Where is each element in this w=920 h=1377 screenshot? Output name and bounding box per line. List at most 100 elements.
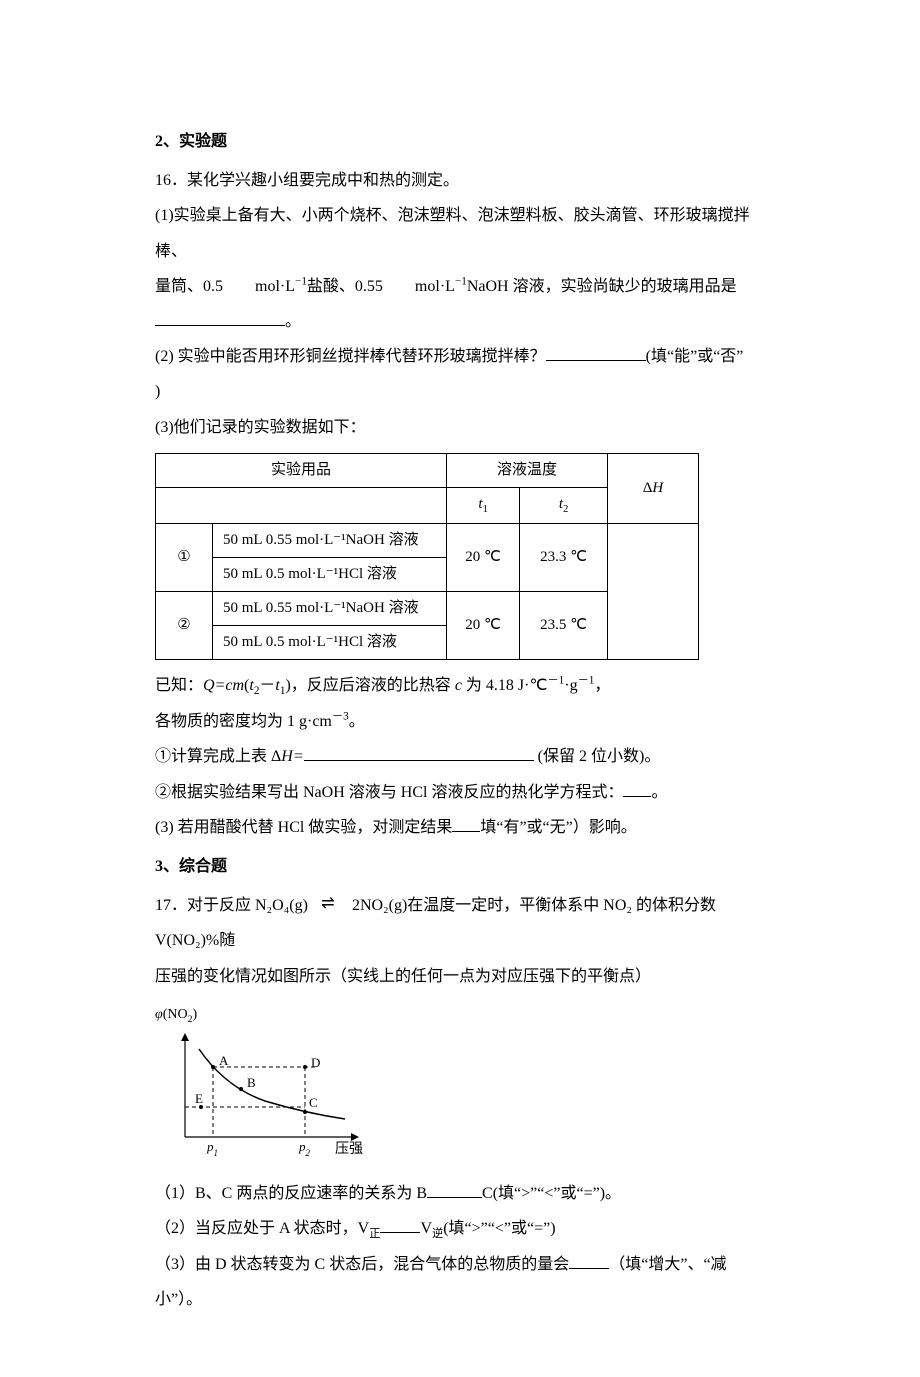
label-d: D	[311, 1055, 320, 1070]
text: Q=cm	[203, 677, 244, 694]
t2-header: t2	[520, 487, 608, 524]
section-2-heading: 2、实验题	[155, 124, 765, 159]
cell: 23.5 ℃	[520, 592, 608, 660]
unit: L	[285, 278, 295, 295]
text: ①计算完成上表 Δ	[155, 748, 281, 765]
text: Δ	[643, 480, 653, 496]
text: （3）由 D 状态转变为 C 状态后，混合气体的总物质的量会	[155, 1256, 569, 1273]
label-a: A	[219, 1053, 229, 1068]
blank-fill[interactable]	[546, 344, 646, 361]
q17-3: （3）由 D 状态转变为 C 状态后，混合气体的总物质的量会（填“增大”、“减小…	[155, 1247, 765, 1317]
blank-fill[interactable]	[569, 1252, 609, 1269]
text: C(填“>”“<”或“=”)。	[482, 1185, 621, 1202]
text: ②根据实验结果写出 NaOH 溶液与 HCl 溶液反应的热化学方程式：	[155, 784, 623, 801]
cell: 50 mL 0.55 mol·L⁻¹NaOH 溶液	[213, 592, 447, 626]
sub: 正	[369, 1228, 380, 1240]
text: V	[420, 1220, 432, 1237]
row-num: ②	[156, 592, 213, 660]
sup: −1	[455, 275, 467, 287]
text: 为 4.18 J·℃	[462, 677, 548, 694]
label-c: C	[309, 1095, 318, 1110]
text: －	[259, 677, 275, 694]
chart-svg: A D B E C p1 p2 压强	[155, 1027, 375, 1157]
text: 填“有”或“无”）影响。	[480, 819, 636, 836]
text: )，反应后溶液的比热容	[285, 677, 454, 694]
phi-no2-chart: φ(NO2) A D B E C	[155, 1000, 765, 1170]
spacer	[156, 487, 447, 524]
blank-fill[interactable]	[304, 744, 534, 761]
q16-calc: ①计算完成上表 ΔH= (保留 2 位小数)。	[155, 739, 765, 774]
blank-fill[interactable]	[155, 309, 285, 326]
col-exp: 实验用品	[156, 453, 447, 487]
cell: 20 ℃	[447, 592, 520, 660]
blank-fill[interactable]	[427, 1181, 482, 1198]
col-heat: ΔH	[608, 453, 699, 524]
q16-2-c: )	[155, 374, 765, 409]
q16-2: (2) 实验中能否用环形铜丝搅拌棒代替环形玻璃搅拌棒？ (填“能”或“否”	[155, 339, 765, 374]
label-p2: p2	[298, 1139, 311, 1157]
text: c	[455, 677, 462, 694]
q16-1-end: 。	[155, 304, 765, 339]
text: ，	[594, 677, 610, 694]
cell: 50 mL 0.55 mol·L⁻¹NaOH 溶液	[213, 524, 447, 558]
experiment-table: 实验用品 溶液温度 ΔH t1 t2 ① 50 mL 0.55 mol·L⁻¹N…	[155, 453, 699, 661]
blank-fill[interactable]	[452, 815, 480, 832]
text: 盐酸、0.55 mol·	[307, 278, 445, 295]
cell-dh	[608, 524, 699, 660]
sup: －1	[578, 675, 595, 687]
x-axis-label: 压强	[335, 1142, 363, 1157]
q16-eq: ②根据实验结果写出 NaOH 溶液与 HCl 溶液反应的热化学方程式： 。	[155, 775, 765, 810]
sup: －3	[332, 711, 349, 723]
label-p1: p1	[206, 1139, 218, 1157]
label-e: E	[195, 1091, 203, 1106]
blank-fill[interactable]	[380, 1216, 420, 1233]
q17-line1: 17．对于反应 N₂O₄(g)⇀↽ 2NO₂(g)在温度一定时，平衡体系中 NO…	[155, 888, 765, 958]
q16-3: (3)他们记录的实验数据如下：	[155, 410, 765, 445]
text: NaOH 溶液，实验尚缺少的玻璃用品是	[467, 278, 737, 295]
text: (填“>”“<”或“=”)	[443, 1220, 555, 1237]
t1-header: t1	[447, 487, 520, 524]
sup: −1	[295, 275, 307, 287]
text: （1）B、C 两点的反应速率的关系为 B	[155, 1185, 427, 1202]
q17-2: （2）当反应处于 A 状态时，V正 V逆(填“>”“<”或“=”)	[155, 1211, 765, 1247]
q17-1: （1）B、C 两点的反应速率的关系为 B C(填“>”“<”或“=”)。	[155, 1176, 765, 1211]
equilibrium-arrow-icon: ⇀↽	[308, 888, 348, 923]
cell: 50 mL 0.5 mol·L⁻¹HCl 溶液	[213, 626, 447, 660]
text: (填“能”或“否”	[646, 348, 744, 365]
text: H	[652, 480, 663, 496]
x-arrow-icon	[351, 1133, 359, 1141]
unit: L	[445, 278, 455, 295]
text: (2) 实验中能否用环形铜丝搅拌棒代替环形玻璃搅拌棒？	[155, 348, 546, 365]
q16-4: (3) 若用醋酸代替 HCl 做实验，对测定结果 填“有”或“无”）影响。	[155, 810, 765, 845]
cell: 20 ℃	[447, 524, 520, 592]
cell: 50 mL 0.5 mol·L⁻¹HCl 溶液	[213, 558, 447, 592]
text: 。	[285, 313, 301, 330]
cell: 23.3 ℃	[520, 524, 608, 592]
table-row: 实验用品 溶液温度 ΔH	[156, 453, 699, 487]
text: 已知：	[155, 677, 203, 694]
text: 17．对于反应 N₂O₄(g)	[155, 897, 308, 914]
point-b	[239, 1087, 243, 1091]
text: (3) 若用醋酸代替 HCl 做实验，对测定结果	[155, 819, 452, 836]
sub: 逆	[432, 1228, 443, 1240]
q16-1-a: (1)实验桌上备有大、小两个烧杯、泡沫塑料、泡沫塑料板、胶头滴管、环形玻璃搅拌棒…	[155, 198, 765, 268]
row-num: ①	[156, 524, 213, 592]
table-row: ① 50 mL 0.55 mol·L⁻¹NaOH 溶液 20 ℃ 23.3 ℃	[156, 524, 699, 558]
y-arrow-icon	[181, 1033, 189, 1041]
sub: 1	[483, 504, 488, 515]
text: （2）当反应处于 A 状态时，V	[155, 1220, 369, 1237]
col-temp: 溶液温度	[447, 453, 608, 487]
blank-fill[interactable]	[623, 780, 651, 797]
q16-1-b: 量筒、0.5 mol·L−1盐酸、0.55 mol·L−1NaOH 溶液，实验尚…	[155, 269, 765, 304]
text: (保留 2 位小数)。	[534, 748, 661, 765]
page-content: 2、实验题 16．某化学兴趣小组要完成中和热的测定。 (1)实验桌上备有大、小两…	[0, 0, 920, 1377]
q17-line2: 压强的变化情况如图所示（实线上的任何一点为对应压强下的平衡点）	[155, 959, 765, 994]
section-3-heading: 3、综合题	[155, 849, 765, 884]
q16-density: 各物质的密度均为 1 g·cm－3。	[155, 704, 765, 739]
text: 。	[651, 784, 667, 801]
text: 各物质的密度均为 1 g·cm	[155, 713, 332, 730]
q16-known: 已知：Q=cm(t2－t1)，反应后溶液的比热容 c 为 4.18 J·℃－1·…	[155, 668, 765, 704]
text: H=	[281, 748, 303, 765]
q16-intro: 16．某化学兴趣小组要完成中和热的测定。	[155, 163, 765, 198]
sub: 2	[563, 504, 568, 515]
